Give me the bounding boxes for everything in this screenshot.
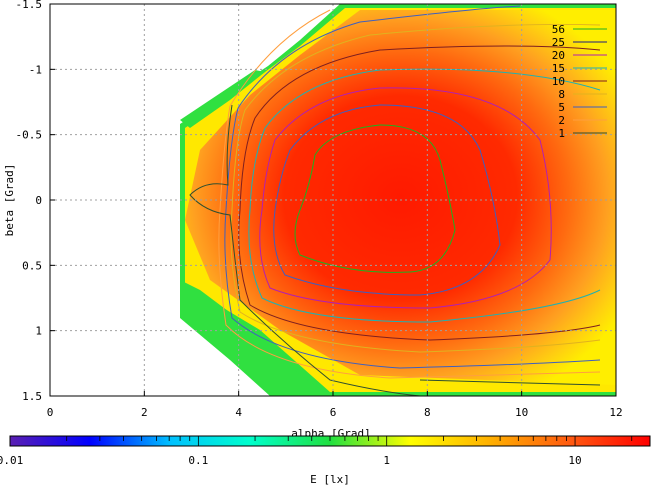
y-tick-labels: -1.5 -1 -0.5 0 0.5 1 1.5 — [16, 0, 55, 403]
x-tick-label: 8 — [424, 406, 431, 419]
x-tick-label: 0 — [47, 406, 54, 419]
legend-label: 56 — [552, 23, 565, 36]
legend-label: 5 — [558, 101, 565, 114]
legend-label: 1 — [558, 127, 565, 140]
legend-label: 15 — [552, 62, 565, 75]
contour-15 — [248, 68, 601, 323]
colorbar-tick-label: 0.01 — [0, 454, 23, 467]
contour-8 — [230, 23, 601, 353]
grid-lines — [50, 4, 616, 396]
heat-core — [185, 10, 616, 385]
colorbar-ticks: 0.01 0.1 1 10 — [0, 436, 633, 467]
contour-lines — [189, 5, 601, 396]
heat-patch-lower — [180, 280, 330, 396]
x-tick-label: 2 — [141, 406, 148, 419]
legend-label: 2 — [558, 114, 565, 127]
x-tick-label: 6 — [330, 406, 337, 419]
y-tick-label: 0.5 — [22, 259, 42, 272]
legend-label: 20 — [552, 49, 565, 62]
contour-10 — [238, 45, 601, 341]
y-axis-label: beta [Grad] — [3, 164, 16, 237]
contour-25 — [273, 104, 501, 296]
legend-label: 25 — [552, 36, 565, 49]
x-tick-label: 4 — [235, 406, 242, 419]
legend-label: 10 — [552, 75, 565, 88]
colorbar-tick-label: 0.1 — [188, 454, 208, 467]
contour-1 — [189, 104, 601, 396]
y-tick-label: -0.5 — [16, 129, 43, 142]
y-tick-label: 0 — [35, 194, 42, 207]
y-tick-label: -1 — [29, 63, 42, 76]
heatmap-area — [180, 4, 616, 396]
contour-56 — [294, 124, 456, 273]
contour-20 — [259, 87, 552, 309]
colorbar-tick-label: 10 — [568, 454, 581, 467]
x-tick-label: 12 — [609, 406, 622, 419]
legend-label: 8 — [558, 88, 565, 101]
y-tick-label: -1.5 — [16, 0, 43, 11]
colorbar-tick-label: 1 — [383, 454, 390, 467]
y-tick-label: 1.5 — [22, 390, 42, 403]
y-tick-label: 1 — [35, 325, 42, 338]
colorbar-label: E [lx] — [310, 473, 350, 486]
x-tick-label: 10 — [515, 406, 528, 419]
x-tick-labels: 0 2 4 6 8 10 12 — [47, 391, 623, 419]
